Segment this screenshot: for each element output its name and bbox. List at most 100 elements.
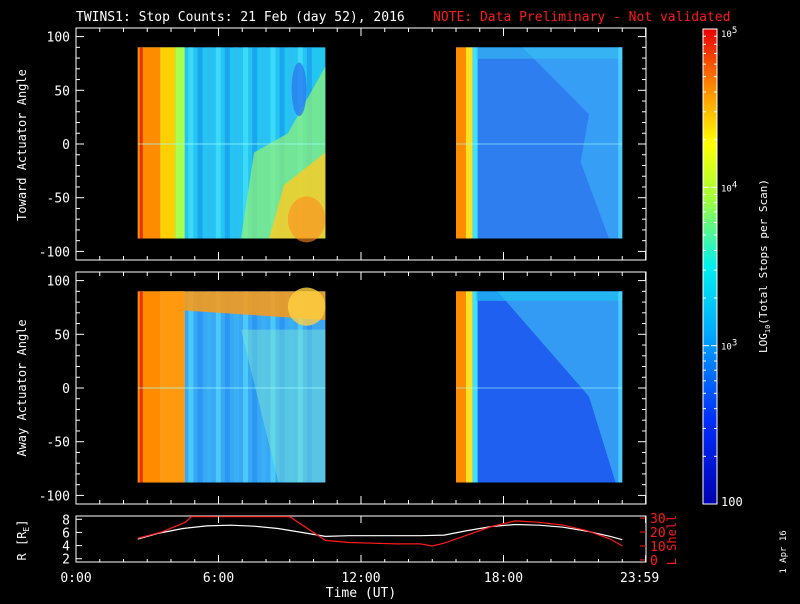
toward-heatmap — [137, 47, 623, 243]
toward-y-axis: 100 50 0 -50 -100 — [39, 28, 647, 260]
heat-band-yellow — [465, 47, 473, 239]
lshell-tick-label: 10 — [650, 540, 666, 555]
colorbar-tick-label: 100 — [721, 495, 743, 509]
heat-streak — [188, 47, 194, 239]
heat-light-region — [522, 47, 623, 239]
heat-streak — [306, 291, 312, 483]
heat-edge — [618, 47, 623, 239]
heat-streak — [215, 47, 221, 239]
toward-panel-segment-1 — [456, 47, 623, 239]
heat-streak — [215, 291, 221, 483]
away-panel-segment-0 — [137, 287, 326, 483]
time-tick-label: 23:59 — [620, 571, 659, 586]
heat-zero-line — [456, 387, 623, 389]
date-stamp: 1 Apr 16 — [779, 530, 789, 573]
heat-band-cyan — [472, 291, 478, 483]
heat-streak — [288, 291, 294, 483]
preliminary-note: NOTE: Data Preliminary - Not validated — [433, 10, 730, 25]
heat-band-orange — [160, 291, 185, 483]
radius-axis-label: R [RE] — [15, 520, 31, 561]
heat-mid-region — [240, 329, 326, 483]
heat-zero-line — [137, 387, 326, 389]
y-tick-label: 100 — [47, 31, 70, 46]
heat-wall-edge — [139, 47, 143, 239]
heat-streak — [188, 291, 194, 483]
figure-title: TWINS1: Stop Counts: 21 Feb (day 52), 20… — [76, 10, 405, 25]
lshell-tick-label: 0 — [650, 554, 658, 569]
heat-speckle — [287, 287, 326, 326]
away-y-axis: 100 50 0 -50 -100 — [39, 272, 647, 504]
away-panel: 100 50 0 -50 -100 Away Actuator Angle — [15, 271, 647, 505]
heat-wall — [137, 291, 161, 483]
y-tick-label: 50 — [54, 328, 70, 343]
heat-top-band — [475, 291, 623, 301]
heat-streak — [206, 47, 212, 239]
heat-speckle — [287, 196, 326, 243]
y-tick-label: 100 — [47, 275, 70, 290]
radius-tick-label: 8 — [62, 513, 70, 528]
heat-cold-blob — [291, 62, 307, 117]
heat-streak — [252, 47, 258, 239]
y-tick-label: 0 — [62, 138, 70, 153]
away-y-axis-label: Away Actuator Angle — [15, 319, 29, 456]
heat-band-cyan — [472, 47, 478, 239]
colorbar-tick-label: 103 — [721, 339, 737, 353]
heat-wall-edge — [139, 291, 143, 483]
heat-band-yellow — [160, 47, 176, 239]
time-tick-label: 6:00 — [203, 571, 234, 586]
heat-streak — [243, 47, 249, 239]
toward-panel: 100 50 0 -50 -100 Toward Actuator Angle — [15, 27, 647, 261]
heat-streak — [206, 291, 212, 483]
y-tick-label: -50 — [47, 192, 70, 207]
heat-top-band — [475, 47, 623, 59]
y-tick-label: 50 — [54, 84, 70, 99]
heat-wall — [456, 47, 466, 239]
colorbar-label: LOG10(Total Stops per Scan) — [757, 179, 772, 353]
away-panel-segment-1 — [456, 291, 623, 483]
time-axis-label: Time (UT) — [326, 586, 396, 600]
lshell-line — [137, 516, 623, 547]
heat-streak — [261, 291, 267, 483]
heat-light-region — [497, 291, 623, 483]
radius-line — [137, 523, 623, 541]
heat-wall — [456, 291, 466, 483]
heat-zero-line — [456, 143, 623, 145]
toward-panel-segment-0 — [137, 47, 326, 243]
heat-band-yellow — [465, 291, 473, 483]
orbit-lines — [137, 516, 623, 547]
heat-band-green — [175, 47, 185, 239]
lshell-axis-label: L Shell — [665, 515, 679, 566]
heat-streak — [197, 291, 203, 483]
time-tick-label: 12:00 — [341, 571, 380, 586]
radius-tick-label: 4 — [62, 540, 70, 555]
heat-streak — [224, 47, 230, 239]
y-tick-label: -100 — [39, 245, 70, 260]
heat-streak — [297, 291, 303, 483]
y-tick-label: 0 — [62, 382, 70, 397]
away-heatmap — [137, 287, 623, 483]
heat-zero-line — [137, 143, 326, 145]
heat-streak — [261, 47, 267, 239]
lshell-tick-label: 20 — [650, 526, 666, 541]
y-tick-label: -50 — [47, 436, 70, 451]
heat-streak — [197, 47, 203, 239]
colorbar-tick-label: 104 — [721, 180, 737, 194]
heat-streak — [224, 291, 230, 483]
colorbar: 105 104 103 100 LOG10(Total Stops per Scan) — [702, 26, 772, 509]
heat-wall — [137, 47, 161, 239]
colorbar-scale — [702, 28, 718, 505]
heat-streak — [252, 291, 258, 483]
lshell-tick-label: 30 — [650, 512, 666, 527]
heat-streak — [233, 291, 239, 483]
heat-streak — [279, 291, 285, 483]
colorbar-tick-label: 105 — [721, 26, 737, 40]
time-tick-label: 18:00 — [484, 571, 523, 586]
colorbar-ticks: 105 104 103 100 — [703, 26, 743, 509]
radius-tick-label: 2 — [62, 553, 70, 568]
heat-streak — [243, 291, 249, 483]
y-tick-label: -100 — [39, 489, 70, 504]
radius-tick-label: 6 — [62, 526, 70, 541]
